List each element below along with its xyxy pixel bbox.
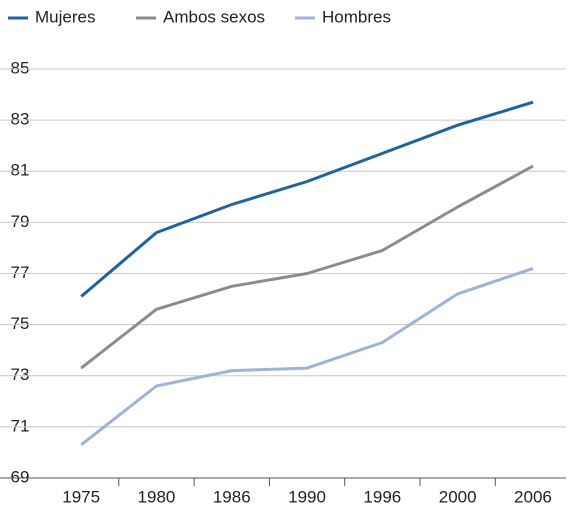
y-tick-label: 71 xyxy=(11,416,30,435)
y-tick-label: 77 xyxy=(11,263,30,282)
series-line xyxy=(80,266,534,446)
y-tick-label: 75 xyxy=(11,314,30,333)
x-tick-label: 1975 xyxy=(62,487,100,506)
x-tick-label: 1986 xyxy=(213,487,251,506)
legend-label: Mujeres xyxy=(35,7,95,26)
series-line xyxy=(80,100,534,298)
x-tick-label: 1990 xyxy=(288,487,326,506)
x-tick-label: 2006 xyxy=(514,487,552,506)
x-tick-label: 1980 xyxy=(138,487,176,506)
x-tick-label: 2000 xyxy=(439,487,477,506)
legend-label: Hombres xyxy=(322,7,391,26)
y-tick-label: 69 xyxy=(11,467,30,486)
series-line xyxy=(80,164,534,370)
x-tick-label: 1996 xyxy=(363,487,401,506)
y-tick-label: 83 xyxy=(11,110,30,129)
y-tick-label: 73 xyxy=(11,365,30,384)
y-tick-label: 85 xyxy=(11,58,30,77)
y-tick-label: 81 xyxy=(11,161,30,180)
y-tick-label: 79 xyxy=(11,212,30,231)
legend-label: Ambos sexos xyxy=(163,7,265,26)
